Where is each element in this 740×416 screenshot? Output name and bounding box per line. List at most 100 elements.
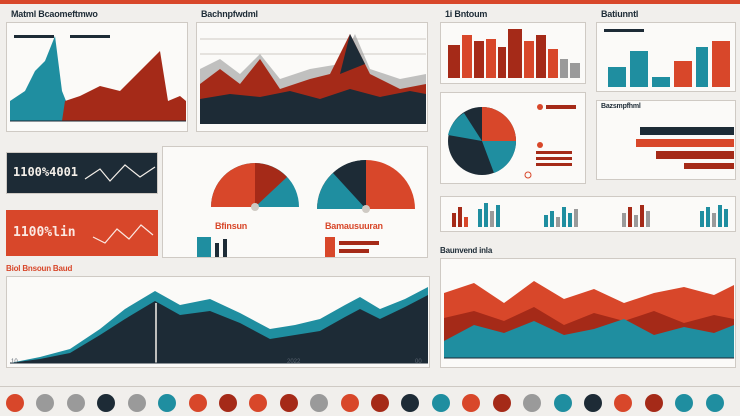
bar <box>339 241 379 245</box>
panel-large-area-right <box>440 258 736 368</box>
user-icon[interactable] <box>553 394 572 412</box>
kpi-value: 1100%lin <box>13 225 76 240</box>
x-tick-label: 00 <box>415 359 422 365</box>
panel-title: Bazsmpfhml <box>601 103 641 110</box>
bar <box>478 209 482 227</box>
sparkline <box>92 224 154 244</box>
bar <box>498 47 506 78</box>
legend-bar <box>536 151 572 154</box>
bar <box>696 47 708 87</box>
user-icon[interactable] <box>66 394 85 412</box>
bar <box>458 207 462 227</box>
area-chart-2 <box>200 34 426 124</box>
bar <box>706 207 710 227</box>
bar <box>556 217 560 227</box>
gauge-arc <box>255 163 287 207</box>
divider <box>0 386 740 387</box>
gauge-hub <box>362 205 370 213</box>
gauge-arc <box>333 160 366 209</box>
bar <box>712 213 716 227</box>
gear-icon[interactable] <box>279 394 298 412</box>
bar <box>570 63 580 78</box>
bar-chart-1 <box>448 29 580 78</box>
pin-icon[interactable] <box>340 394 359 412</box>
bar <box>524 41 534 78</box>
legend-bar <box>536 163 572 166</box>
panel-title: Batiunntl <box>601 9 639 19</box>
bar <box>634 215 638 227</box>
gauge-arc <box>211 163 255 207</box>
panel-title: Bachnpfwdml <box>201 9 258 19</box>
bar <box>574 209 578 227</box>
bar <box>462 35 472 78</box>
bar <box>490 211 494 227</box>
panel-pie <box>440 92 586 184</box>
bar <box>652 77 670 87</box>
panel-area-chart-2: Bachnpfwdml <box>196 9 428 132</box>
pin-icon[interactable] <box>97 394 116 412</box>
legend-bar <box>546 105 576 109</box>
area-chart-1 <box>10 35 186 122</box>
flag-icon[interactable] <box>705 394 724 412</box>
bar <box>608 67 626 87</box>
filter-icon[interactable] <box>371 394 389 412</box>
gear-icon[interactable] <box>523 394 542 412</box>
bar <box>544 215 548 227</box>
bar <box>223 239 227 257</box>
bar <box>448 45 460 78</box>
bar <box>712 41 730 87</box>
bar <box>215 243 219 257</box>
flag-icon[interactable] <box>218 394 237 412</box>
bar <box>562 207 566 227</box>
bar <box>718 205 722 227</box>
info-icon[interactable] <box>644 394 663 412</box>
bar <box>325 237 335 257</box>
chart-icon[interactable] <box>6 394 24 412</box>
bar <box>640 205 644 227</box>
legend-swatch <box>604 29 644 32</box>
pie-slice <box>482 141 517 173</box>
bar <box>622 213 626 227</box>
area-series-navy <box>200 89 426 124</box>
filter-icon[interactable] <box>614 394 633 412</box>
kpi-sparkline <box>92 224 154 244</box>
star-icon[interactable] <box>431 394 450 412</box>
area-series-navy <box>10 295 428 363</box>
bar <box>496 205 500 227</box>
bar <box>486 39 496 78</box>
flag-icon[interactable] <box>462 394 481 412</box>
filter-icon[interactable] <box>127 394 146 412</box>
area-peak <box>340 34 365 74</box>
bar <box>548 49 558 78</box>
bar <box>630 51 648 87</box>
star-icon[interactable] <box>675 394 694 412</box>
chart-icon[interactable] <box>249 394 268 412</box>
bar <box>646 211 650 227</box>
bar <box>628 207 632 227</box>
gear-icon[interactable] <box>36 394 55 412</box>
pin-icon[interactable] <box>583 394 602 412</box>
chart-icon[interactable] <box>492 394 511 412</box>
bar <box>636 139 734 147</box>
bar <box>560 59 568 78</box>
gauge-2 <box>317 160 415 213</box>
panel-bar-chart-1: 1i Bntoum <box>440 9 586 84</box>
legend-bar <box>536 157 572 160</box>
bar <box>197 237 211 257</box>
info-icon[interactable] <box>158 394 177 412</box>
panel-bar-chart-2: Batiunntl <box>596 9 736 92</box>
section-title: Baunvend inla <box>440 246 493 255</box>
small-multiples <box>452 203 728 227</box>
x-tick-label: 10 <box>11 359 18 365</box>
user-icon[interactable] <box>310 394 329 412</box>
horizontal-bar-chart <box>636 127 734 169</box>
legend-swatch <box>14 35 54 38</box>
x-tick-label: 2022 <box>287 359 301 365</box>
bar <box>568 213 572 227</box>
star-icon[interactable] <box>188 394 207 412</box>
gauge-label: Bfinsun <box>215 221 248 231</box>
section-title: Biol Bnsoun Baud <box>6 264 73 273</box>
bar <box>700 211 704 227</box>
kpi-card-2: 1100%lin <box>6 210 158 256</box>
info-icon[interactable] <box>401 394 420 412</box>
